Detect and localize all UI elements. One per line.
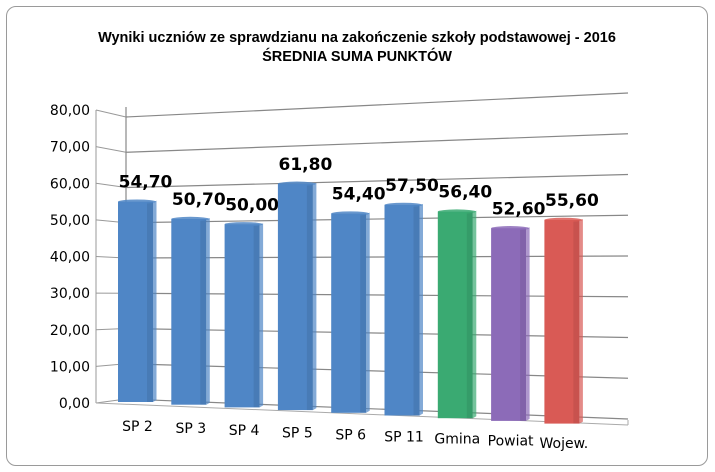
bar-side bbox=[472, 210, 477, 419]
data-label: 61,80 bbox=[279, 155, 333, 175]
bar-front bbox=[544, 219, 580, 424]
bar-front bbox=[437, 211, 473, 419]
x-tick-label: SP 2 bbox=[122, 419, 153, 435]
x-tick-label: SP 6 bbox=[335, 427, 366, 443]
bar-top bbox=[437, 209, 476, 214]
bar-shade bbox=[573, 219, 580, 424]
bar-sp-4 bbox=[224, 222, 264, 408]
bar-front bbox=[491, 228, 527, 421]
bar-sp-6 bbox=[331, 211, 370, 413]
bar-shade bbox=[413, 204, 420, 416]
bar-side bbox=[526, 227, 530, 421]
data-label: 52,60 bbox=[492, 199, 546, 219]
bar-shade bbox=[147, 201, 153, 402]
data-label: 56,40 bbox=[438, 183, 492, 203]
bar-top bbox=[384, 202, 423, 208]
bar-side bbox=[419, 203, 423, 416]
bar-wojew- bbox=[544, 217, 583, 424]
bar-sp-3 bbox=[171, 216, 210, 405]
y-tick-label: 70,00 bbox=[50, 140, 90, 156]
y-tick-label: 60,00 bbox=[50, 176, 90, 192]
bar-shade bbox=[520, 228, 527, 421]
chart-title-line: Wyniki uczniów ze sprawdzianu na zakończ… bbox=[98, 30, 616, 46]
y-tick-label: 40,00 bbox=[50, 250, 90, 266]
data-label: 57,50 bbox=[385, 176, 439, 196]
bar-top bbox=[491, 226, 530, 231]
y-tick-label: 10,00 bbox=[50, 359, 90, 375]
x-tick-label: SP 4 bbox=[229, 423, 260, 439]
bar-side bbox=[312, 182, 317, 411]
x-tick-label: SP 3 bbox=[175, 421, 206, 437]
bar-shade bbox=[306, 183, 313, 411]
chart-title: Wyniki uczniów ze sprawdzianu na zakończ… bbox=[7, 29, 707, 67]
bar-sp-5 bbox=[277, 181, 317, 411]
data-label: 54,40 bbox=[332, 185, 386, 205]
bar-front bbox=[224, 224, 260, 408]
data-label: 50,00 bbox=[225, 195, 279, 215]
bar-side bbox=[206, 218, 210, 405]
bar-shade bbox=[200, 219, 207, 405]
bar-side bbox=[153, 200, 157, 402]
y-tick-label: 0,00 bbox=[59, 396, 90, 412]
gridline-depth bbox=[95, 182, 127, 188]
data-label: 55,60 bbox=[545, 191, 599, 211]
bar-top bbox=[224, 222, 263, 227]
bar-front bbox=[384, 204, 420, 416]
bar-top bbox=[118, 199, 156, 204]
bar-side bbox=[579, 218, 583, 424]
y-tick-label: 80,00 bbox=[50, 103, 90, 119]
bar-side bbox=[366, 212, 370, 413]
gridline-depth bbox=[95, 146, 127, 153]
bar-top bbox=[331, 211, 370, 216]
x-tick-label: Powiat bbox=[488, 434, 534, 450]
bar-top bbox=[277, 181, 316, 186]
data-label: 54,70 bbox=[119, 173, 173, 193]
y-tick-label: 30,00 bbox=[50, 286, 90, 302]
bar-top bbox=[171, 216, 210, 222]
bar-front bbox=[277, 183, 313, 411]
x-tick-label: Wojew. bbox=[540, 436, 589, 452]
bar-side bbox=[259, 223, 264, 408]
gridline bbox=[125, 133, 629, 153]
gridline bbox=[125, 92, 629, 118]
bar-shade bbox=[360, 213, 367, 413]
bar-gmina bbox=[437, 209, 477, 419]
gridline-depth bbox=[95, 109, 127, 118]
bar-sp-2 bbox=[118, 199, 157, 402]
bar-front bbox=[118, 201, 153, 402]
bar-sp-11 bbox=[384, 202, 423, 416]
bar-top bbox=[544, 217, 583, 223]
bar-powiat bbox=[491, 226, 530, 421]
y-tick-label: 50,00 bbox=[50, 213, 90, 229]
bar-shade bbox=[466, 211, 473, 419]
data-label: 50,70 bbox=[172, 190, 226, 210]
bar-front bbox=[171, 219, 207, 405]
y-tick-label: 20,00 bbox=[50, 323, 90, 339]
x-tick-label: SP 11 bbox=[384, 430, 424, 446]
floor-edge bbox=[95, 402, 629, 426]
x-tick-label: Gmina bbox=[434, 432, 480, 448]
bar-shade bbox=[253, 224, 260, 408]
x-tick-label: SP 5 bbox=[282, 425, 313, 441]
chart-subtitle: ŚREDNIA SUMA PUNKTÓW bbox=[262, 49, 452, 65]
gridline bbox=[125, 173, 629, 189]
bar-front bbox=[331, 213, 367, 413]
